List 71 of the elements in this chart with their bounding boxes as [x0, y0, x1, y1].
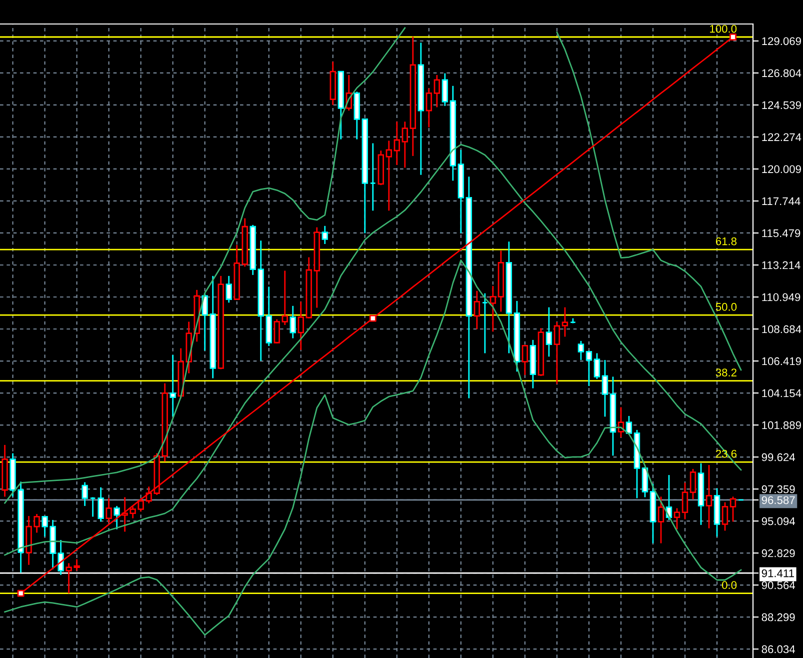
- candlestick: [546, 306, 552, 358]
- candlestick: [490, 285, 496, 332]
- candlestick: [578, 340, 584, 361]
- candlestick: [226, 275, 232, 304]
- candlestick: [290, 305, 296, 339]
- y-tick-label: 95.094: [762, 517, 795, 526]
- point: [730, 34, 736, 40]
- y-tick-label: 88.299: [762, 613, 795, 622]
- y-tick-label: 106.419: [762, 357, 801, 366]
- candlestick: [442, 72, 448, 107]
- annotation: 61.8: [716, 237, 737, 246]
- annotation: 100.0: [710, 24, 737, 33]
- candlestick: [722, 502, 728, 532]
- y-tick-label: 91.411: [762, 569, 794, 578]
- y-tick-label: 122.274: [762, 133, 802, 142]
- candlestick: [626, 415, 632, 434]
- candlestick: [642, 466, 648, 498]
- candlestick: [706, 464, 712, 529]
- point: [17, 590, 24, 597]
- candlestick: [386, 140, 392, 212]
- candlestick: [90, 496, 96, 518]
- y-tick-label: 99.624: [762, 453, 795, 462]
- candlestick: [114, 505, 120, 530]
- candlestick: [170, 354, 176, 418]
- candlestick: [370, 142, 376, 212]
- line-series: [4, 260, 742, 636]
- y-tick-label: 115.479: [762, 229, 800, 238]
- candlestick: [674, 508, 680, 530]
- candlestick: [82, 482, 88, 507]
- y-tick-label: 126.804: [762, 69, 802, 78]
- candlestick: [474, 290, 480, 330]
- candlestick: [394, 120, 400, 166]
- candlestick: [690, 468, 696, 500]
- candlestick: [682, 482, 688, 520]
- candlestick: [106, 498, 112, 524]
- candlestick: [98, 486, 104, 522]
- annotation: 50.0: [716, 302, 737, 311]
- annotation: 0.0: [722, 581, 737, 590]
- candlestick: [298, 300, 304, 351]
- y-tick-label: 124.539: [762, 101, 801, 110]
- y-tick-label: 104.154: [762, 389, 802, 398]
- y-tick-label: 129.069: [762, 37, 801, 46]
- candlestick: [282, 270, 288, 326]
- candlestick: [594, 352, 600, 380]
- y-tick-label: 97.359: [762, 485, 795, 494]
- annotation: 38.2: [716, 368, 736, 376]
- y-tick-label: 117.744: [762, 197, 800, 206]
- y-tick-label: 108.684: [762, 325, 802, 334]
- point: [369, 314, 376, 322]
- candlestick: [482, 292, 488, 354]
- candlestick: [602, 359, 608, 418]
- y-tick-label: 96.587: [762, 496, 795, 504]
- y-tick-label: 92.829: [762, 549, 795, 558]
- candlestick: [562, 306, 568, 338]
- candlestick: [274, 318, 280, 344]
- candlestick: [434, 74, 440, 108]
- candlestick: [554, 321, 560, 385]
- y-tick-label: 120.009: [762, 165, 801, 174]
- y-tick-label: 101.889: [762, 421, 801, 430]
- candlestick: [586, 350, 592, 387]
- y-tick-label: 86.034: [762, 645, 795, 654]
- candlestick: [402, 120, 408, 168]
- candlestick: [658, 496, 664, 544]
- line-series: [4, 144, 742, 556]
- y-tick-label: 110.949: [762, 293, 800, 302]
- y-tick-label: 113.214: [762, 261, 800, 270]
- candlestick: [426, 88, 432, 128]
- candlestick: [730, 496, 736, 522]
- candlestick: [322, 225, 328, 245]
- candlestick: [522, 344, 528, 376]
- y-tick-label: 90.564: [762, 581, 795, 590]
